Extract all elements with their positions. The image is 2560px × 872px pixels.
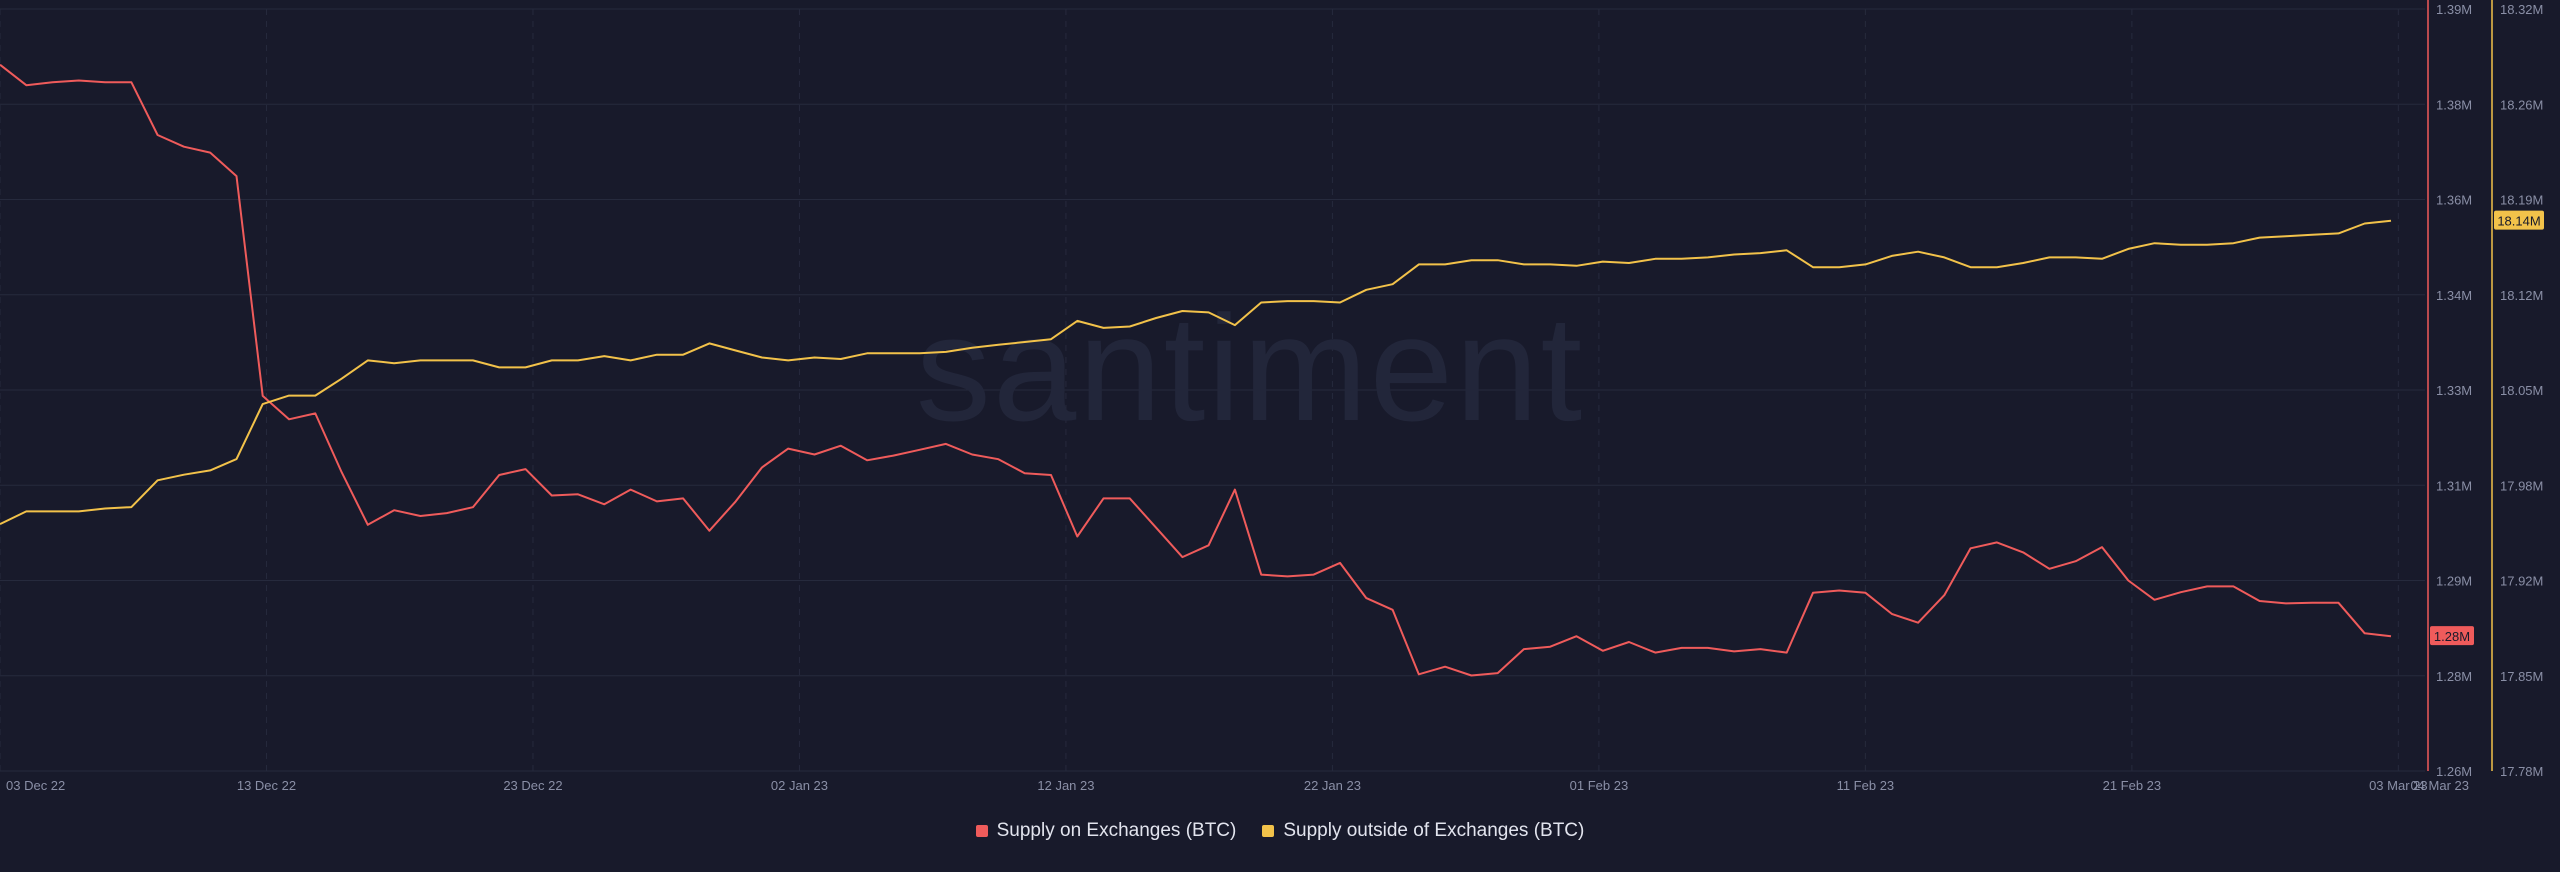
watermark: santiment — [916, 284, 1584, 452]
y-tick-label-outside: 17.92M — [2500, 574, 2543, 589]
y-tick-label-exchanges: 1.28M — [2436, 669, 2472, 684]
legend-item-outside[interactable]: Supply outside of Exchanges (BTC) — [1262, 820, 1584, 842]
y-tick-label-outside: 18.26M — [2500, 97, 2543, 112]
y-tick-label-outside: 17.78M — [2500, 764, 2543, 779]
x-tick-label: 11 Feb 23 — [1837, 778, 1895, 793]
x-tick-label: 22 Jan 23 — [1304, 778, 1361, 793]
x-tick-label: 23 Dec 22 — [503, 778, 562, 793]
y-tick-label-exchanges: 1.36M — [2436, 193, 2472, 208]
x-tick-label: 13 Dec 22 — [237, 778, 296, 793]
y-tick-label-outside: 17.85M — [2500, 669, 2543, 684]
y-tick-label-exchanges: 1.39M — [2436, 2, 2472, 17]
current-value-label-exchanges: 1.28M — [2434, 629, 2470, 644]
series-line-outside[interactable] — [0, 219, 2392, 526]
series-line-exchanges[interactable] — [0, 63, 2392, 677]
x-tick-label: 12 Jan 23 — [1037, 778, 1094, 793]
y-tick-label-exchanges: 1.33M — [2436, 383, 2472, 398]
current-value-badge-outside — [2494, 210, 2544, 230]
current-value-label-outside: 18.14M — [2497, 214, 2540, 229]
legend-label-exchanges: Supply on Exchanges (BTC) — [996, 820, 1237, 841]
axes: 1.39M 18.32M 1.38M 18.26M 1.36M 18.19M 1.34M 18… — [6, 0, 2543, 793]
legend-item-exchanges[interactable]: Supply on Exchanges (BTC) — [975, 820, 1237, 842]
legend-swatch-outside — [1262, 825, 1275, 837]
y-tick-label-outside: 17.98M — [2500, 478, 2543, 493]
grid — [0, 8, 2425, 772]
x-tick-label: 04 Mar 23 — [2410, 778, 2469, 793]
y-tick-label-outside: 18.32M — [2500, 2, 2543, 17]
x-tick-label: 03 Mar 23 — [2369, 778, 2428, 793]
x-tick-label: 02 Jan 23 — [771, 778, 828, 793]
x-tick-label: 01 Feb 23 — [1570, 778, 1629, 793]
x-tick-label: 03 Dec 22 — [6, 778, 65, 793]
series-lines[interactable] — [0, 63, 2392, 677]
legend: Supply on Exchanges (BTC) Supply outside… — [0, 820, 2560, 842]
y-tick-label-exchanges: 1.38M — [2436, 97, 2472, 112]
y-tick-label-exchanges: 1.31M — [2436, 478, 2472, 493]
y-tick-label-exchanges: 1.26M — [2436, 764, 2472, 779]
y-tick-label-exchanges: 1.34M — [2436, 288, 2472, 303]
legend-swatch-exchanges — [975, 825, 988, 837]
legend-label-outside: Supply outside of Exchanges (BTC) — [1283, 820, 1585, 841]
y-tick-label-outside: 18.12M — [2500, 288, 2543, 303]
y-tick-label-exchanges: 1.29M — [2436, 574, 2472, 589]
y-tick-label-outside: 18.05M — [2500, 383, 2543, 398]
x-tick-label: 21 Feb 23 — [2103, 778, 2162, 793]
y-tick-label-outside: 18.19M — [2500, 193, 2543, 208]
current-value-labels: 1.28M 18.14M — [2430, 210, 2544, 646]
current-value-badge-exchanges — [2430, 626, 2474, 646]
